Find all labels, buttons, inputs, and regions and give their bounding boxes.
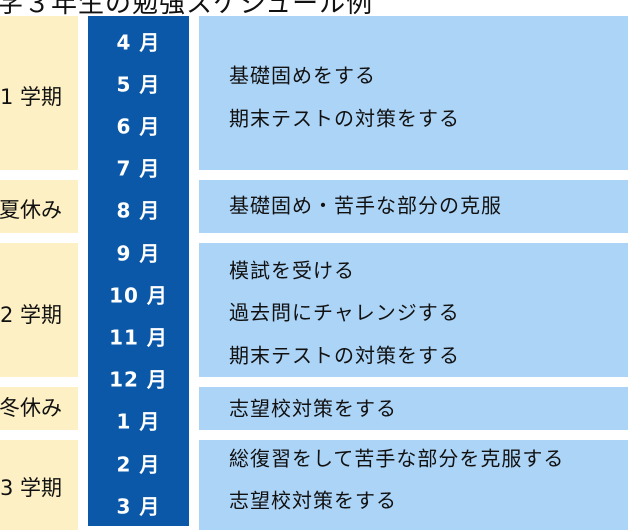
plan-item: 志望校対策をする xyxy=(229,488,397,513)
plan-term-1 xyxy=(199,16,628,170)
term-label: 冬休み xyxy=(0,396,62,420)
term-summer: 夏休み xyxy=(0,180,78,233)
month-label: 6 月 xyxy=(116,114,161,139)
term-label: 1 学期 xyxy=(0,85,62,109)
plan-item: 模試を受ける xyxy=(229,258,355,283)
plan-term-2 xyxy=(199,243,628,377)
month-label: 1 月 xyxy=(116,409,161,434)
plan-item: 総復習をして苦手な部分を克服する xyxy=(229,446,565,471)
term-2: 2 学期 xyxy=(0,243,78,377)
plan-item: 期末テストの対策をする xyxy=(229,106,460,131)
month-label: 12 月 xyxy=(109,367,168,392)
term-label: 夏休み xyxy=(0,198,62,222)
month-label: 2 月 xyxy=(116,452,161,477)
plan-winter xyxy=(199,387,628,430)
term-1: 1 学期 xyxy=(0,16,78,170)
month-label: 5 月 xyxy=(116,72,161,97)
month-label: 7 月 xyxy=(116,156,161,181)
term-3: 3 学期 xyxy=(0,440,78,530)
month-label: 10 月 xyxy=(109,283,168,308)
month-label: 8 月 xyxy=(116,198,161,223)
term-label: 3 学期 xyxy=(0,476,62,500)
term-winter: 冬休み xyxy=(0,387,78,430)
page-title: 中学３年生の勉強スケジュール例 xyxy=(0,0,374,19)
plan-item: 基礎固めをする xyxy=(229,63,376,88)
plan-item: 期末テストの対策をする xyxy=(229,343,460,368)
month-label: 9 月 xyxy=(116,241,161,266)
plan-item: 過去問にチャレンジする xyxy=(229,300,460,325)
term-label: 2 学期 xyxy=(0,303,62,327)
plan-term-3 xyxy=(199,440,628,530)
month-label: 4 月 xyxy=(116,30,161,55)
month-label: 11 月 xyxy=(109,325,168,350)
month-column xyxy=(88,16,189,526)
plan-item: 志望校対策をする xyxy=(229,396,397,421)
plan-item: 基礎固め・苦手な部分の克服 xyxy=(229,193,502,218)
plan-summer xyxy=(199,180,628,233)
month-label: 3 月 xyxy=(116,494,161,519)
